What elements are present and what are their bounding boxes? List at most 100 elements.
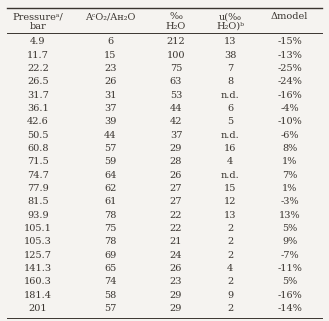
- Text: 27: 27: [170, 184, 182, 193]
- Text: -11%: -11%: [277, 264, 302, 273]
- Text: 1%: 1%: [282, 157, 297, 166]
- Text: 74: 74: [104, 277, 116, 286]
- Text: 125.7: 125.7: [24, 251, 52, 260]
- Text: 26: 26: [170, 264, 182, 273]
- Text: 93.9: 93.9: [27, 211, 49, 220]
- Text: 181.4: 181.4: [24, 291, 52, 300]
- Text: 13%: 13%: [279, 211, 300, 220]
- Text: 75: 75: [170, 64, 182, 73]
- Text: 160.3: 160.3: [24, 277, 52, 286]
- Text: 74.7: 74.7: [27, 171, 49, 180]
- Text: 37: 37: [104, 104, 116, 113]
- Text: 16: 16: [224, 144, 237, 153]
- Text: 4.9: 4.9: [30, 38, 46, 47]
- Text: 201: 201: [29, 304, 47, 313]
- Text: 9%: 9%: [282, 238, 297, 247]
- Text: 15: 15: [224, 184, 237, 193]
- Text: -4%: -4%: [280, 104, 299, 113]
- Text: u(‰: u(‰: [219, 12, 242, 21]
- Text: -25%: -25%: [277, 64, 302, 73]
- Text: 42.6: 42.6: [27, 117, 49, 126]
- Text: 13: 13: [224, 38, 237, 47]
- Text: 4: 4: [227, 157, 233, 166]
- Text: 39: 39: [104, 117, 116, 126]
- Text: 2: 2: [227, 304, 233, 313]
- Text: 5: 5: [227, 117, 233, 126]
- Text: 6: 6: [107, 38, 113, 47]
- Text: H₂O: H₂O: [166, 22, 186, 31]
- Text: 15: 15: [104, 51, 116, 60]
- Text: 4: 4: [227, 264, 233, 273]
- Text: 81.5: 81.5: [27, 197, 49, 206]
- Text: AᶜO₂/Aʜ₂O: AᶜO₂/Aʜ₂O: [85, 12, 136, 21]
- Text: 64: 64: [104, 171, 116, 180]
- Text: 60.8: 60.8: [27, 144, 49, 153]
- Text: 29: 29: [170, 291, 182, 300]
- Text: -13%: -13%: [277, 51, 302, 60]
- Text: 8%: 8%: [282, 144, 297, 153]
- Text: 105.3: 105.3: [24, 238, 52, 247]
- Text: 50.5: 50.5: [27, 131, 49, 140]
- Text: 2: 2: [227, 251, 233, 260]
- Text: 59: 59: [104, 157, 116, 166]
- Text: -3%: -3%: [280, 197, 299, 206]
- Text: 44: 44: [170, 104, 182, 113]
- Text: 44: 44: [104, 131, 116, 140]
- Text: 69: 69: [104, 251, 116, 260]
- Text: 58: 58: [104, 291, 116, 300]
- Text: 53: 53: [170, 91, 182, 100]
- Text: 38: 38: [224, 51, 237, 60]
- Text: bar: bar: [30, 22, 46, 31]
- Text: 2: 2: [227, 224, 233, 233]
- Text: 77.9: 77.9: [27, 184, 49, 193]
- Text: H₂O)ᵇ: H₂O)ᵇ: [216, 22, 244, 31]
- Text: 75: 75: [104, 224, 116, 233]
- Text: 42: 42: [170, 117, 182, 126]
- Text: 62: 62: [104, 184, 116, 193]
- Text: 11.7: 11.7: [27, 51, 49, 60]
- Text: ‰: ‰: [169, 12, 183, 21]
- Text: 5%: 5%: [282, 277, 297, 286]
- Text: 36.1: 36.1: [27, 104, 49, 113]
- Text: -16%: -16%: [277, 91, 302, 100]
- Text: 9: 9: [227, 291, 233, 300]
- Text: 212: 212: [167, 38, 185, 47]
- Text: 29: 29: [170, 304, 182, 313]
- Text: -7%: -7%: [280, 251, 299, 260]
- Text: -10%: -10%: [277, 117, 302, 126]
- Text: 22: 22: [170, 224, 182, 233]
- Text: 26: 26: [104, 77, 116, 86]
- Text: 78: 78: [104, 211, 116, 220]
- Text: 61: 61: [104, 197, 116, 206]
- Text: Δmodel: Δmodel: [271, 12, 308, 21]
- Text: 31.7: 31.7: [27, 91, 49, 100]
- Text: 78: 78: [104, 238, 116, 247]
- Text: 27: 27: [170, 197, 182, 206]
- Text: 57: 57: [104, 144, 116, 153]
- Text: 63: 63: [170, 77, 182, 86]
- Text: 26.5: 26.5: [27, 77, 49, 86]
- Text: -6%: -6%: [280, 131, 299, 140]
- Text: 71.5: 71.5: [27, 157, 49, 166]
- Text: 21: 21: [170, 238, 182, 247]
- Text: 29: 29: [170, 144, 182, 153]
- Text: 57: 57: [104, 304, 116, 313]
- Text: 22.2: 22.2: [27, 64, 49, 73]
- Text: 141.3: 141.3: [24, 264, 52, 273]
- Text: 37: 37: [170, 131, 182, 140]
- Text: 24: 24: [170, 251, 182, 260]
- Text: 100: 100: [167, 51, 185, 60]
- Text: 6: 6: [227, 104, 233, 113]
- Text: n.d.: n.d.: [221, 131, 240, 140]
- Text: 105.1: 105.1: [24, 224, 52, 233]
- Text: 28: 28: [170, 157, 182, 166]
- Text: 1%: 1%: [282, 184, 297, 193]
- Text: 7: 7: [227, 64, 233, 73]
- Text: 65: 65: [104, 264, 116, 273]
- Text: 26: 26: [170, 171, 182, 180]
- Text: 23: 23: [104, 64, 116, 73]
- Text: -14%: -14%: [277, 304, 302, 313]
- Text: 31: 31: [104, 91, 116, 100]
- Text: 22: 22: [170, 211, 182, 220]
- Text: 8: 8: [227, 77, 233, 86]
